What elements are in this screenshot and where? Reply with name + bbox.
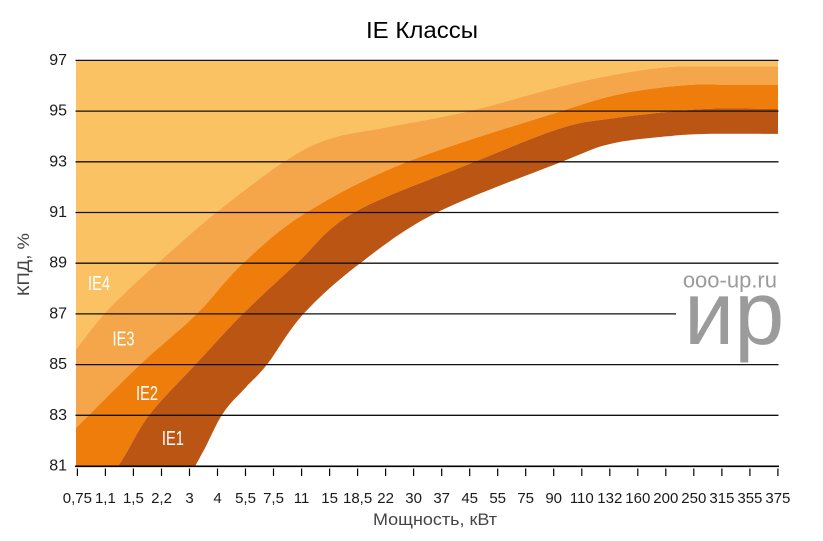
svg-text:4: 4 [213,490,221,507]
svg-text:IE4: IE4 [88,273,110,295]
svg-text:18,5: 18,5 [343,490,372,507]
svg-text:97: 97 [49,52,67,69]
svg-text:87: 87 [49,305,67,322]
svg-text:3: 3 [185,490,193,507]
svg-text:15: 15 [321,490,338,507]
svg-text:30: 30 [405,490,422,507]
svg-text:1,5: 1,5 [123,490,144,507]
svg-text:315: 315 [709,490,734,507]
svg-text:55: 55 [489,490,506,507]
svg-text:250: 250 [681,490,706,507]
svg-text:89: 89 [49,255,67,272]
svg-text:0,75: 0,75 [63,490,92,507]
svg-text:IE3: IE3 [113,328,135,350]
svg-text:IE1: IE1 [162,428,184,450]
svg-text:83: 83 [49,407,67,424]
svg-text:IE2: IE2 [136,383,158,405]
svg-text:355: 355 [737,490,762,507]
svg-text:11: 11 [294,490,310,507]
svg-text:45: 45 [461,490,478,507]
svg-text:110: 110 [570,490,594,507]
svg-text:Мощность, кВт: Мощность, кВт [373,510,497,529]
svg-text:1,1: 1,1 [95,490,116,507]
svg-text:85: 85 [49,356,67,373]
svg-text:ир: ир [684,264,784,364]
svg-text:91: 91 [49,204,67,221]
svg-text:90: 90 [545,490,562,507]
svg-text:160: 160 [625,490,650,507]
svg-text:200: 200 [653,490,678,507]
svg-text:7,5: 7,5 [263,490,284,507]
svg-text:2,2: 2,2 [151,490,172,507]
svg-text:37: 37 [433,490,450,507]
svg-text:132: 132 [597,490,622,507]
svg-text:IE Классы: IE Классы [366,17,478,43]
svg-text:81: 81 [49,458,67,475]
svg-text:КПД, %: КПД, % [14,233,33,296]
svg-text:22: 22 [377,490,394,507]
svg-text:5,5: 5,5 [235,490,256,507]
svg-text:375: 375 [765,490,790,507]
svg-text:ooo-up.ru: ooo-up.ru [683,268,777,293]
svg-text:93: 93 [49,153,67,170]
svg-text:95: 95 [49,103,67,120]
svg-text:75: 75 [517,490,534,507]
